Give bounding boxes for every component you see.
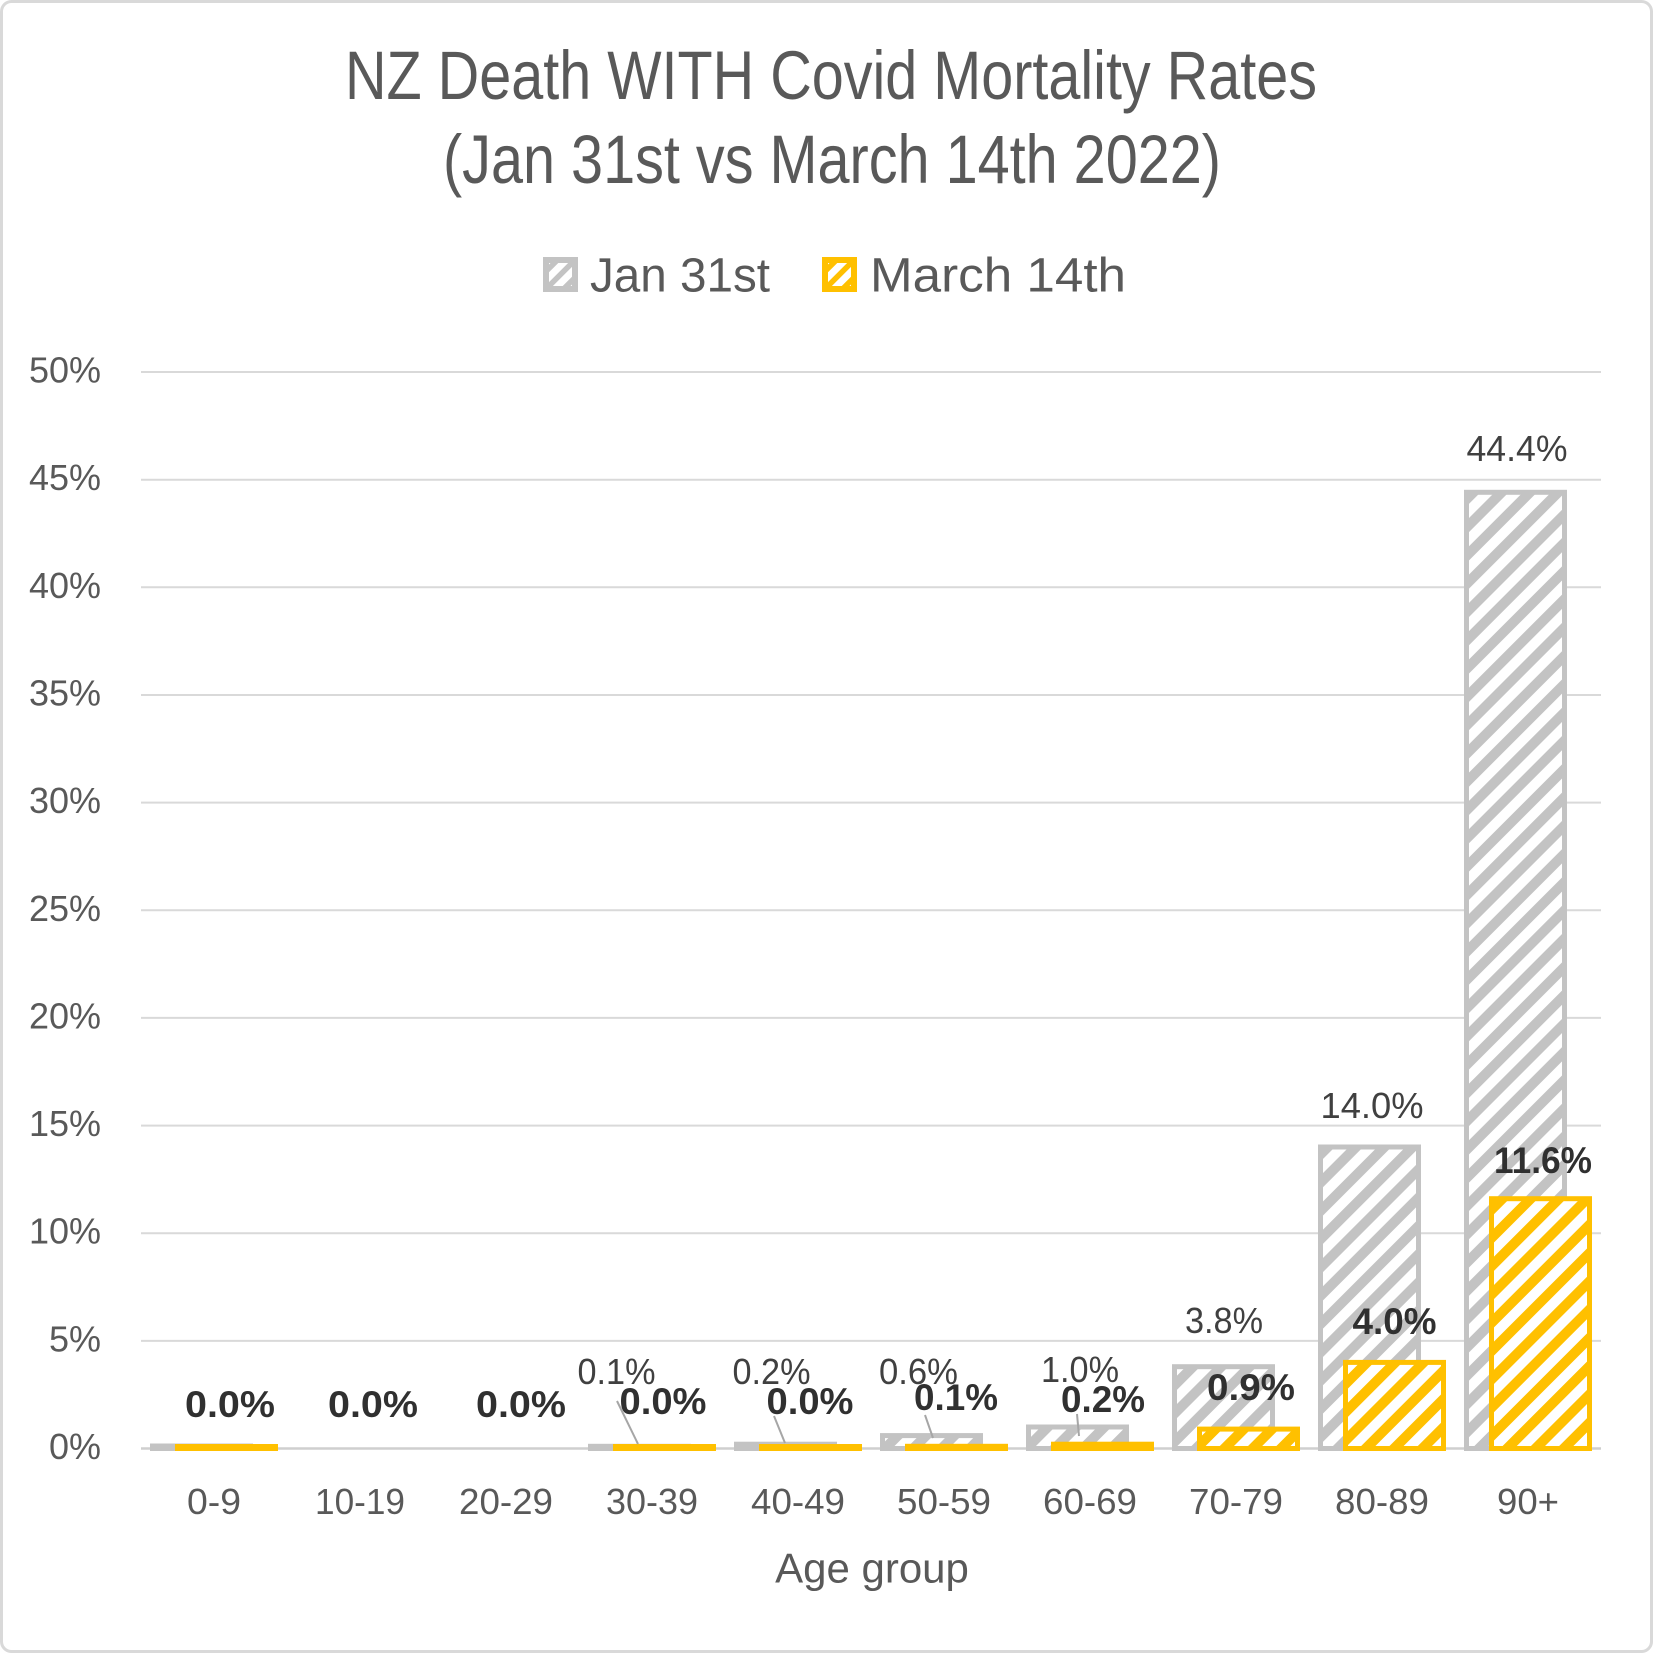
svg-text:30-39: 30-39 — [606, 1481, 698, 1522]
svg-text:0.1%: 0.1% — [914, 1377, 998, 1418]
svg-text:1.0%: 1.0% — [1041, 1349, 1119, 1390]
svg-text:0-9: 0-9 — [187, 1481, 241, 1522]
svg-text:20-29: 20-29 — [459, 1481, 553, 1522]
svg-text:50%: 50% — [29, 350, 101, 391]
svg-text:5%: 5% — [49, 1318, 101, 1359]
svg-text:11.6%: 11.6% — [1494, 1140, 1592, 1181]
svg-text:Age group: Age group — [775, 1545, 969, 1592]
svg-text:0.1%: 0.1% — [578, 1351, 656, 1392]
svg-text:50-59: 50-59 — [897, 1481, 991, 1522]
svg-text:40%: 40% — [29, 565, 101, 606]
svg-text:35%: 35% — [29, 673, 101, 714]
svg-text:0%: 0% — [49, 1426, 101, 1467]
svg-text:NZ Death WITH Covid Mortality: NZ Death WITH Covid Mortality Rates — [345, 37, 1317, 114]
svg-text:10-19: 10-19 — [315, 1481, 405, 1522]
svg-text:3.8%: 3.8% — [1185, 1300, 1263, 1341]
svg-text:45%: 45% — [29, 457, 101, 498]
svg-text:0.0%: 0.0% — [185, 1384, 275, 1425]
svg-text:0.0%: 0.0% — [476, 1384, 566, 1425]
svg-text:14.0%: 14.0% — [1321, 1085, 1424, 1126]
svg-text:0.2%: 0.2% — [733, 1351, 811, 1392]
svg-text:40-49: 40-49 — [751, 1481, 845, 1522]
svg-text:Jan 31st: Jan 31st — [590, 250, 770, 303]
svg-text:(Jan 31st vs March 14th 2022): (Jan 31st vs March 14th 2022) — [443, 121, 1221, 198]
svg-text:20%: 20% — [29, 995, 101, 1036]
svg-text:0.9%: 0.9% — [1207, 1367, 1295, 1408]
svg-text:80-89: 80-89 — [1335, 1481, 1429, 1522]
svg-text:90+: 90+ — [1497, 1481, 1559, 1522]
svg-text:44.4%: 44.4% — [1467, 428, 1568, 469]
svg-text:0.0%: 0.0% — [328, 1384, 418, 1425]
svg-text:March 14th: March 14th — [870, 250, 1126, 303]
svg-text:0.2%: 0.2% — [1061, 1379, 1145, 1420]
svg-text:70-79: 70-79 — [1189, 1481, 1283, 1522]
svg-text:60-69: 60-69 — [1043, 1481, 1137, 1522]
svg-text:0.0%: 0.0% — [767, 1381, 854, 1422]
svg-text:4.0%: 4.0% — [1353, 1301, 1437, 1342]
svg-text:0.0%: 0.0% — [620, 1381, 707, 1422]
svg-text:15%: 15% — [29, 1103, 101, 1144]
svg-text:0.6%: 0.6% — [879, 1351, 958, 1392]
svg-text:30%: 30% — [29, 780, 101, 821]
svg-text:10%: 10% — [29, 1211, 101, 1252]
svg-text:25%: 25% — [29, 888, 101, 929]
